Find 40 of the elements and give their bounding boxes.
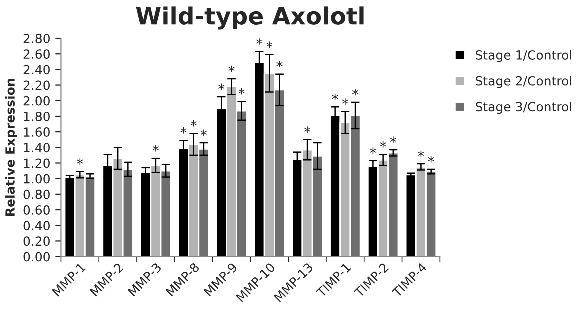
annotation: *	[266, 42, 273, 48]
y-tick-label: 0.40	[24, 221, 50, 231]
annotation: *	[180, 127, 187, 134]
y-tick-label: 0.60	[24, 205, 50, 215]
y-axis-title: Relative Expression	[5, 79, 18, 216]
annotation: *	[152, 145, 160, 152]
annotation: *	[228, 66, 235, 72]
annotation: *	[370, 148, 376, 154]
annotation: *	[77, 158, 84, 165]
y-tick-label: 1.00	[24, 174, 50, 184]
y-tick-label: 1.60	[24, 128, 50, 137]
y-tick-label: 0.80	[24, 190, 50, 200]
annotation: *	[428, 156, 434, 163]
legend-label: Stage 2/Control	[476, 76, 572, 88]
annotation: *	[256, 38, 263, 45]
annotation: *	[190, 120, 197, 127]
y-tick-label: 2.40	[24, 65, 50, 75]
y-tick-label: 2.80	[24, 34, 50, 44]
annotation: *	[238, 88, 245, 95]
y-tick-label: 0.00	[24, 252, 50, 262]
y-tick-label: 1.80	[24, 112, 50, 122]
annotation: *	[418, 150, 424, 158]
annotation: *	[332, 94, 338, 100]
y-tick-label: 1.20	[24, 158, 50, 168]
annotation: *	[352, 89, 359, 96]
annotation: *	[218, 84, 225, 90]
annotation: *	[200, 130, 208, 136]
annotation: *	[304, 126, 311, 133]
y-tick-label: 0.20	[24, 236, 50, 246]
legend-label: Stage 3/Control	[476, 102, 572, 114]
chart-title: Wild-type Axolotl	[136, 6, 364, 30]
y-tick-label: 2.00	[24, 96, 50, 106]
y-tick-label: 1.40	[24, 143, 50, 153]
annotation: *	[380, 141, 386, 148]
y-tick-label: 2.20	[24, 80, 50, 90]
legend-label: Stage 1/Control	[476, 50, 572, 62]
y-tick-label: 2.60	[24, 50, 50, 60]
annotation: *	[390, 136, 396, 144]
annotation: *	[342, 98, 348, 105]
annotation: *	[276, 61, 283, 68]
